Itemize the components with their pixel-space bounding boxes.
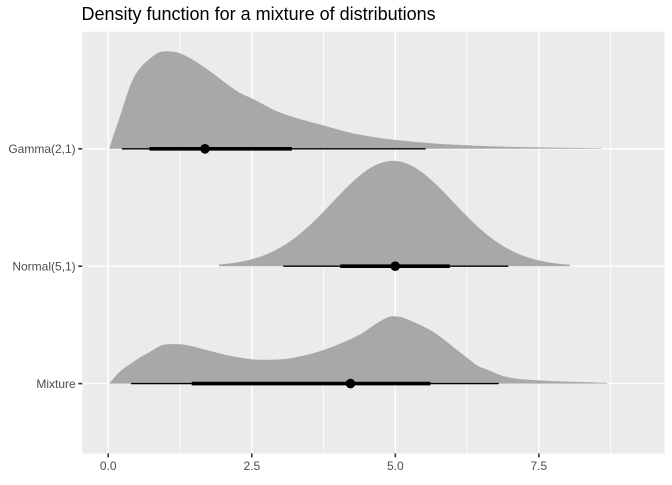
svg-text:2.5: 2.5 xyxy=(243,459,260,473)
svg-text:Normal(5,1): Normal(5,1) xyxy=(12,259,75,273)
svg-text:5.0: 5.0 xyxy=(387,459,404,473)
svg-text:0.0: 0.0 xyxy=(100,459,117,473)
svg-text:7.5: 7.5 xyxy=(531,459,548,473)
svg-text:Mixture: Mixture xyxy=(36,377,76,391)
svg-text:Gamma(2,1): Gamma(2,1) xyxy=(8,142,75,156)
svg-text:Density function for a mixture: Density function for a mixture of distri… xyxy=(82,4,436,24)
